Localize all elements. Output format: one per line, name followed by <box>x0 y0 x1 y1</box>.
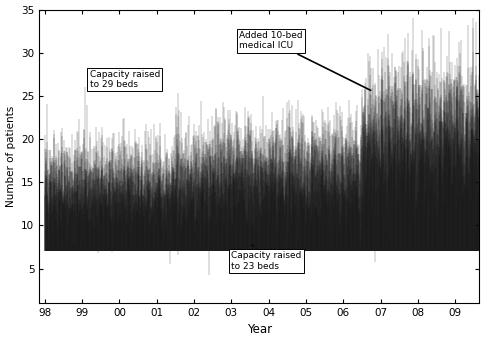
X-axis label: Year: Year <box>246 324 272 337</box>
Text: Added 10-bed
medical ICU: Added 10-bed medical ICU <box>238 31 370 90</box>
Y-axis label: Number of patients: Number of patients <box>5 106 15 207</box>
Text: Capacity raised
to 29 beds: Capacity raised to 29 beds <box>90 70 160 89</box>
Text: Capacity raised
to 23 beds: Capacity raised to 23 beds <box>231 245 301 271</box>
